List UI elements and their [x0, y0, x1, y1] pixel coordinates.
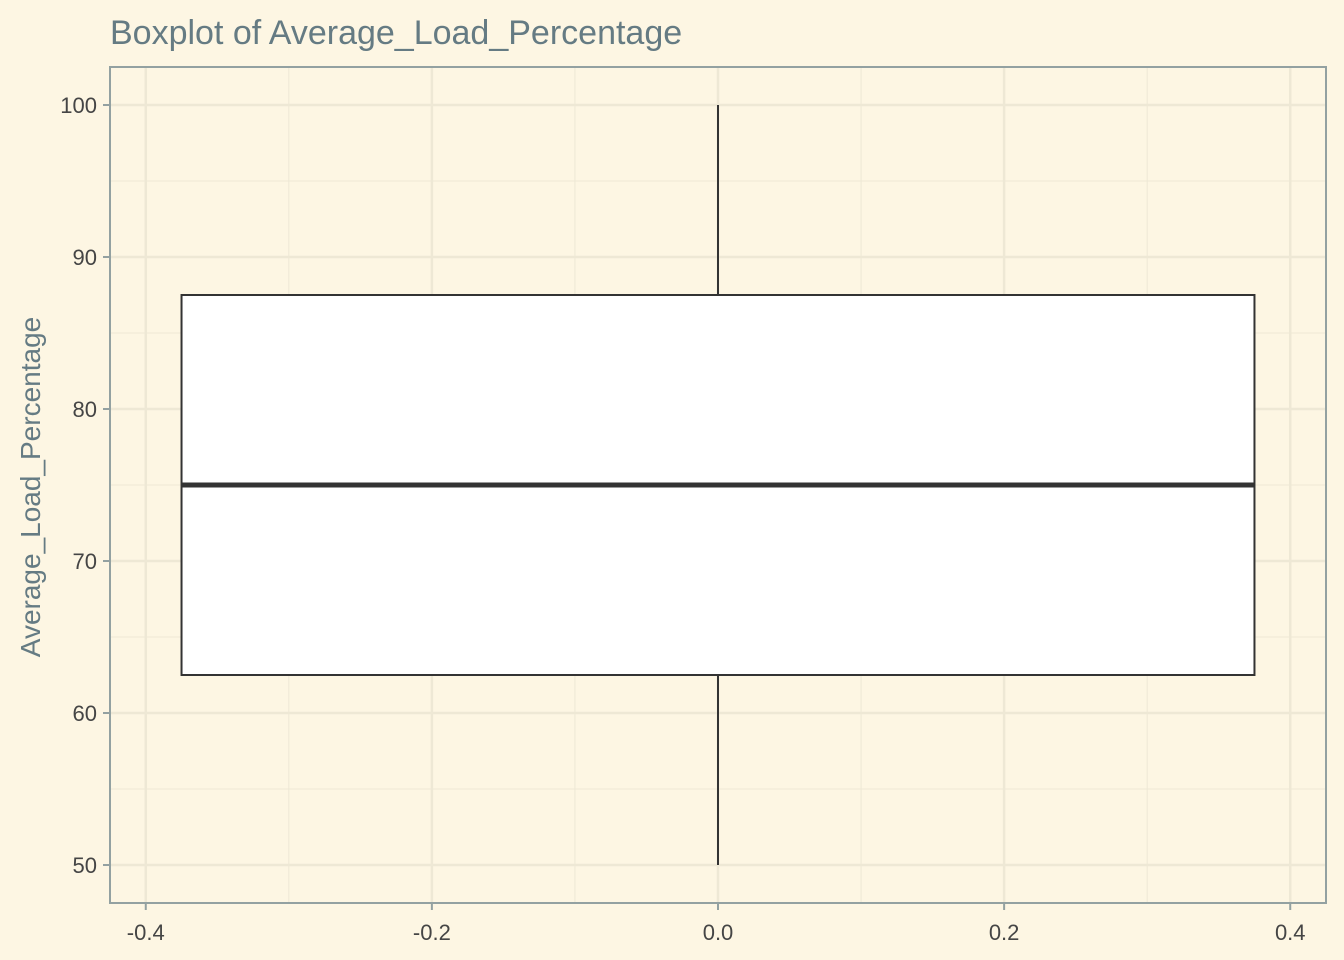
y-tick-label: 80	[73, 397, 97, 422]
y-axis-label: Average_Load_Percentage	[15, 317, 46, 657]
x-tick-label: 0.2	[989, 920, 1020, 945]
x-tick-label: -0.4	[127, 920, 165, 945]
x-tick-label: 0.4	[1275, 920, 1306, 945]
y-tick-label: 100	[60, 93, 97, 118]
y-tick-label: 70	[73, 549, 97, 574]
y-tick-label: 90	[73, 245, 97, 270]
chart-title: Boxplot of Average_Load_Percentage	[110, 14, 682, 52]
x-tick-label: 0.0	[703, 920, 734, 945]
x-tick-label: -0.2	[413, 920, 451, 945]
y-tick-label: 60	[73, 701, 97, 726]
y-tick-label: 50	[73, 853, 97, 878]
box-layer	[180, 105, 1256, 865]
y-ticks: 50 60 70 80 90 100	[60, 93, 110, 878]
x-ticks: -0.4 -0.2 0.0 0.2 0.4	[127, 903, 1306, 945]
